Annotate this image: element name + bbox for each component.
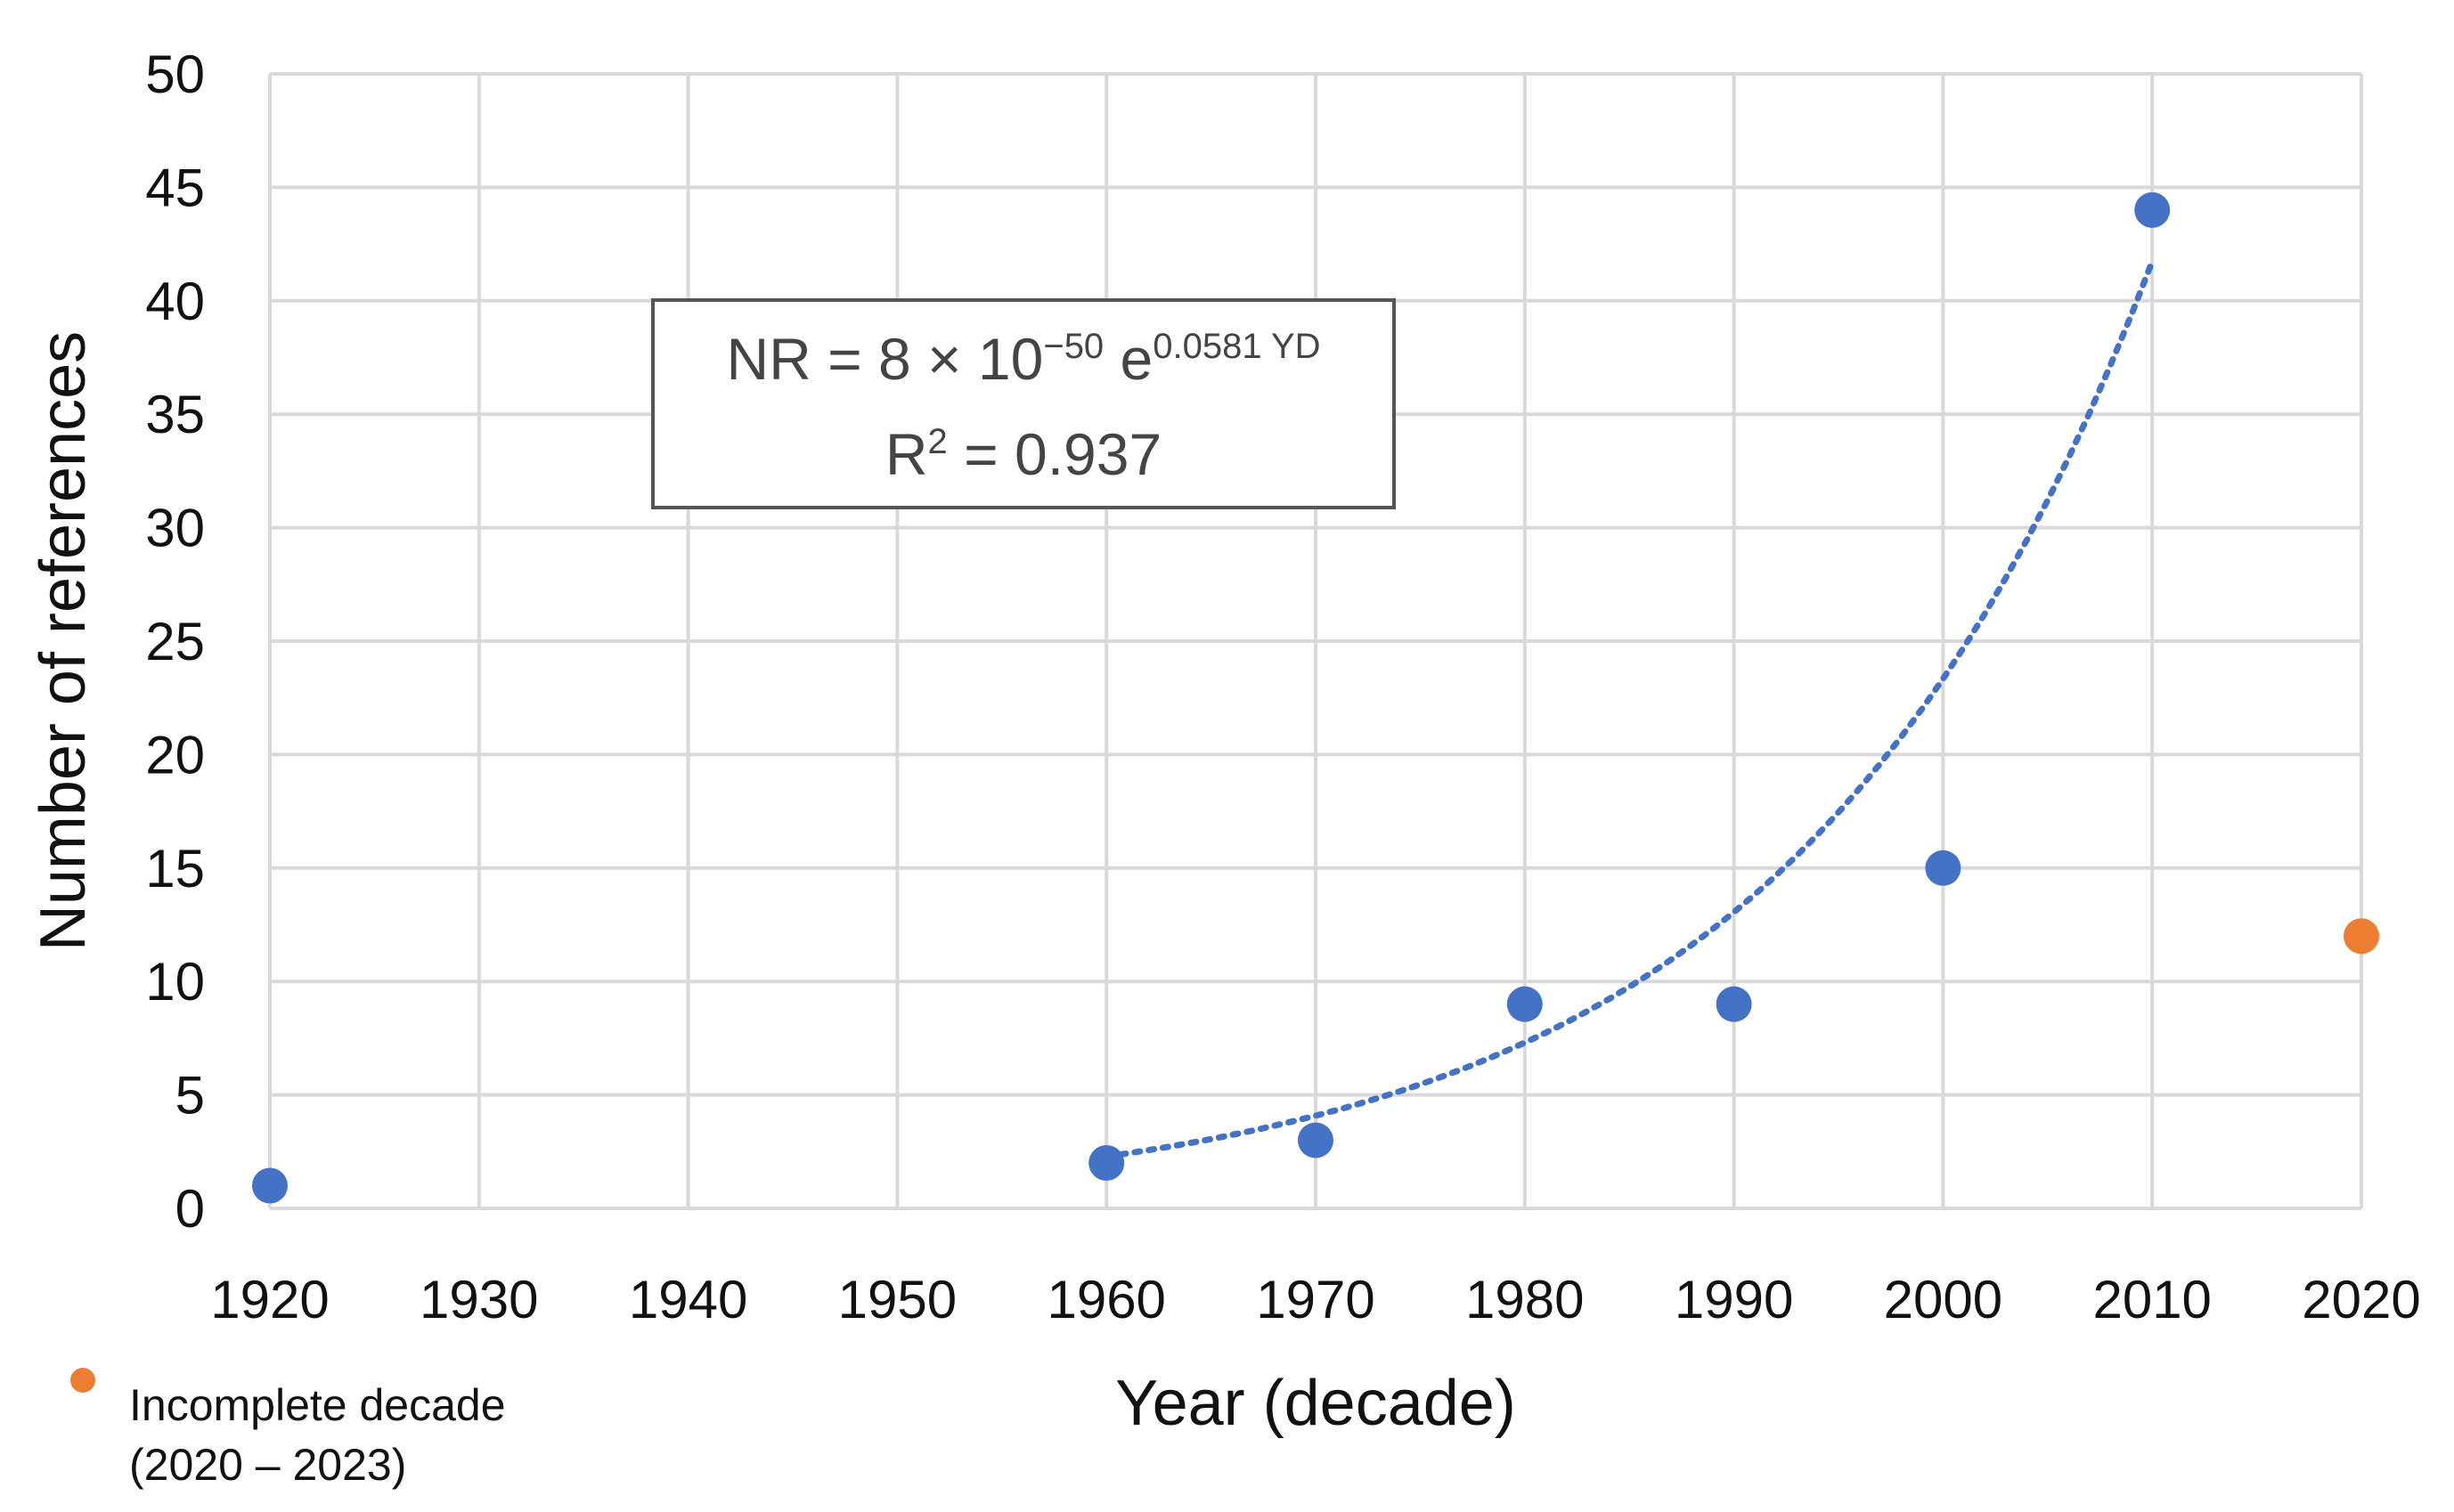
- equation-lhs: NR = 8 × 10: [726, 326, 1043, 392]
- x-tick-labels: 1920 1930 1940 1950 1960 1970 1980 1990 2000 2010…: [210, 1270, 2420, 1329]
- equation-line: NR = 8 × 10−50 e0.0581 YD: [726, 326, 1320, 392]
- y-tick-35: 35: [145, 385, 205, 444]
- data-point-1970: [1298, 1122, 1333, 1158]
- r-squared-base: R: [885, 421, 928, 487]
- y-tick-25: 25: [145, 612, 205, 671]
- y-tick-10: 10: [145, 952, 205, 1012]
- trendline-group: [1103, 258, 2156, 1160]
- data-point-1980: [1506, 986, 1543, 1022]
- y-tick-50: 50: [145, 45, 205, 104]
- x-tick-1920: 1920: [210, 1270, 329, 1329]
- equation-annotation: NR = 8 × 10−50 e0.0581 YD R2 = 0.937: [651, 298, 1396, 509]
- y-tick-labels: 0 5 10 15 20 25 30 35 40 45 50: [145, 45, 205, 1239]
- x-tick-1930: 1930: [420, 1270, 538, 1329]
- grid: [268, 72, 2363, 1210]
- y-tick-5: 5: [175, 1066, 205, 1126]
- x-tick-2000: 2000: [1884, 1270, 2002, 1329]
- y-tick-20: 20: [145, 725, 205, 784]
- x-tick-1970: 1970: [1256, 1270, 1374, 1329]
- r-squared-line: R2 = 0.937: [885, 421, 1162, 487]
- y-tick-40: 40: [145, 272, 205, 331]
- x-tick-1980: 1980: [1465, 1270, 1584, 1329]
- x-axis-title: Year (decade): [1115, 1368, 1516, 1439]
- r-squared-sup: 2: [928, 422, 948, 461]
- data-point-1990: [1716, 986, 1752, 1022]
- data-point-1960: [1088, 1145, 1125, 1182]
- y-tick-30: 30: [145, 499, 205, 558]
- r-squared-value: = 0.937: [948, 421, 1162, 487]
- legend: Incomplete decade (2020 – 2023): [70, 1368, 506, 1490]
- x-tick-1940: 1940: [629, 1270, 747, 1329]
- data-point-2000: [1925, 849, 1961, 886]
- data-point-2010: [2134, 191, 2171, 228]
- data-point-1920: [252, 1167, 288, 1204]
- y-tick-15: 15: [145, 839, 205, 898]
- equation-exponent: −50: [1043, 327, 1104, 366]
- x-tick-1960: 1960: [1047, 1270, 1165, 1329]
- legend-marker-incomplete: [70, 1368, 95, 1393]
- x-tick-2010: 2010: [2092, 1270, 2211, 1329]
- legend-label-line2: (2020 – 2023): [129, 1440, 406, 1490]
- x-tick-2020: 2020: [2302, 1270, 2420, 1329]
- incomplete-point-2020: [2344, 918, 2379, 955]
- equation-e-exponent: 0.0581 YD: [1153, 327, 1320, 366]
- y-axis-title: Number of references: [28, 331, 99, 951]
- legend-label-line1: Incomplete decade: [129, 1380, 506, 1430]
- trendline: [1103, 258, 2156, 1160]
- equation-box: [651, 298, 1396, 509]
- y-tick-45: 45: [145, 158, 205, 217]
- x-tick-1950: 1950: [838, 1270, 957, 1329]
- y-tick-0: 0: [175, 1179, 205, 1239]
- x-tick-1990: 1990: [1675, 1270, 1793, 1329]
- data-points: [252, 191, 2379, 1204]
- equation-e: e: [1104, 326, 1153, 392]
